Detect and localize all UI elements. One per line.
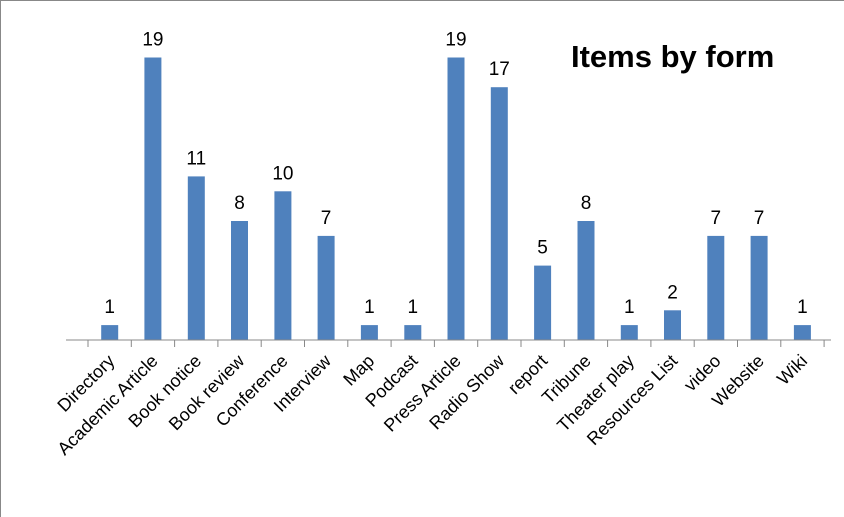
- bar-tribune: [577, 221, 595, 340]
- bars: [101, 57, 811, 340]
- data-label-tribune: 8: [581, 193, 592, 214]
- data-label-resources-list: 2: [667, 282, 678, 303]
- bar-wiki: [793, 325, 811, 340]
- data-label-book-review: 8: [234, 193, 245, 214]
- bar-podcast: [404, 325, 422, 340]
- bar-resources-list: [664, 310, 681, 340]
- category-label-map: Map: [339, 351, 378, 390]
- bar-book-notice: [187, 176, 205, 340]
- data-label-directory: 1: [104, 297, 115, 318]
- data-label-website: 7: [754, 208, 765, 229]
- bar-interview: [317, 235, 335, 340]
- bar-directory: [101, 325, 119, 340]
- data-label-book-notice: 11: [186, 148, 206, 169]
- data-label-press-article: 19: [445, 30, 466, 51]
- chart-title: Items by form: [571, 39, 775, 74]
- bar-theater-play: [620, 325, 638, 340]
- bar-press-article: [447, 57, 465, 340]
- data-label-radio-show: 17: [489, 59, 510, 80]
- x-axis-ticks: [87, 340, 825, 347]
- data-label-conference: 10: [272, 163, 293, 184]
- bar-academic-article: [144, 57, 162, 340]
- bar-map: [360, 325, 378, 340]
- data-label-map: 1: [364, 297, 375, 318]
- data-label-podcast: 1: [408, 297, 419, 318]
- bar-report: [534, 265, 552, 340]
- data-label-theater-play: 1: [624, 297, 635, 318]
- bar-radio-show: [490, 87, 508, 340]
- bar-book-review: [231, 221, 248, 340]
- category-label-wiki: Wiki: [773, 351, 811, 389]
- bar-video: [707, 235, 725, 340]
- data-label-report: 5: [537, 238, 548, 259]
- data-label-wiki: 1: [797, 297, 808, 318]
- bar-website: [750, 235, 768, 340]
- bar-conference: [274, 191, 292, 340]
- data-label-academic-article: 19: [142, 30, 163, 51]
- data-label-interview: 7: [321, 208, 332, 229]
- data-label-video: 7: [711, 208, 722, 229]
